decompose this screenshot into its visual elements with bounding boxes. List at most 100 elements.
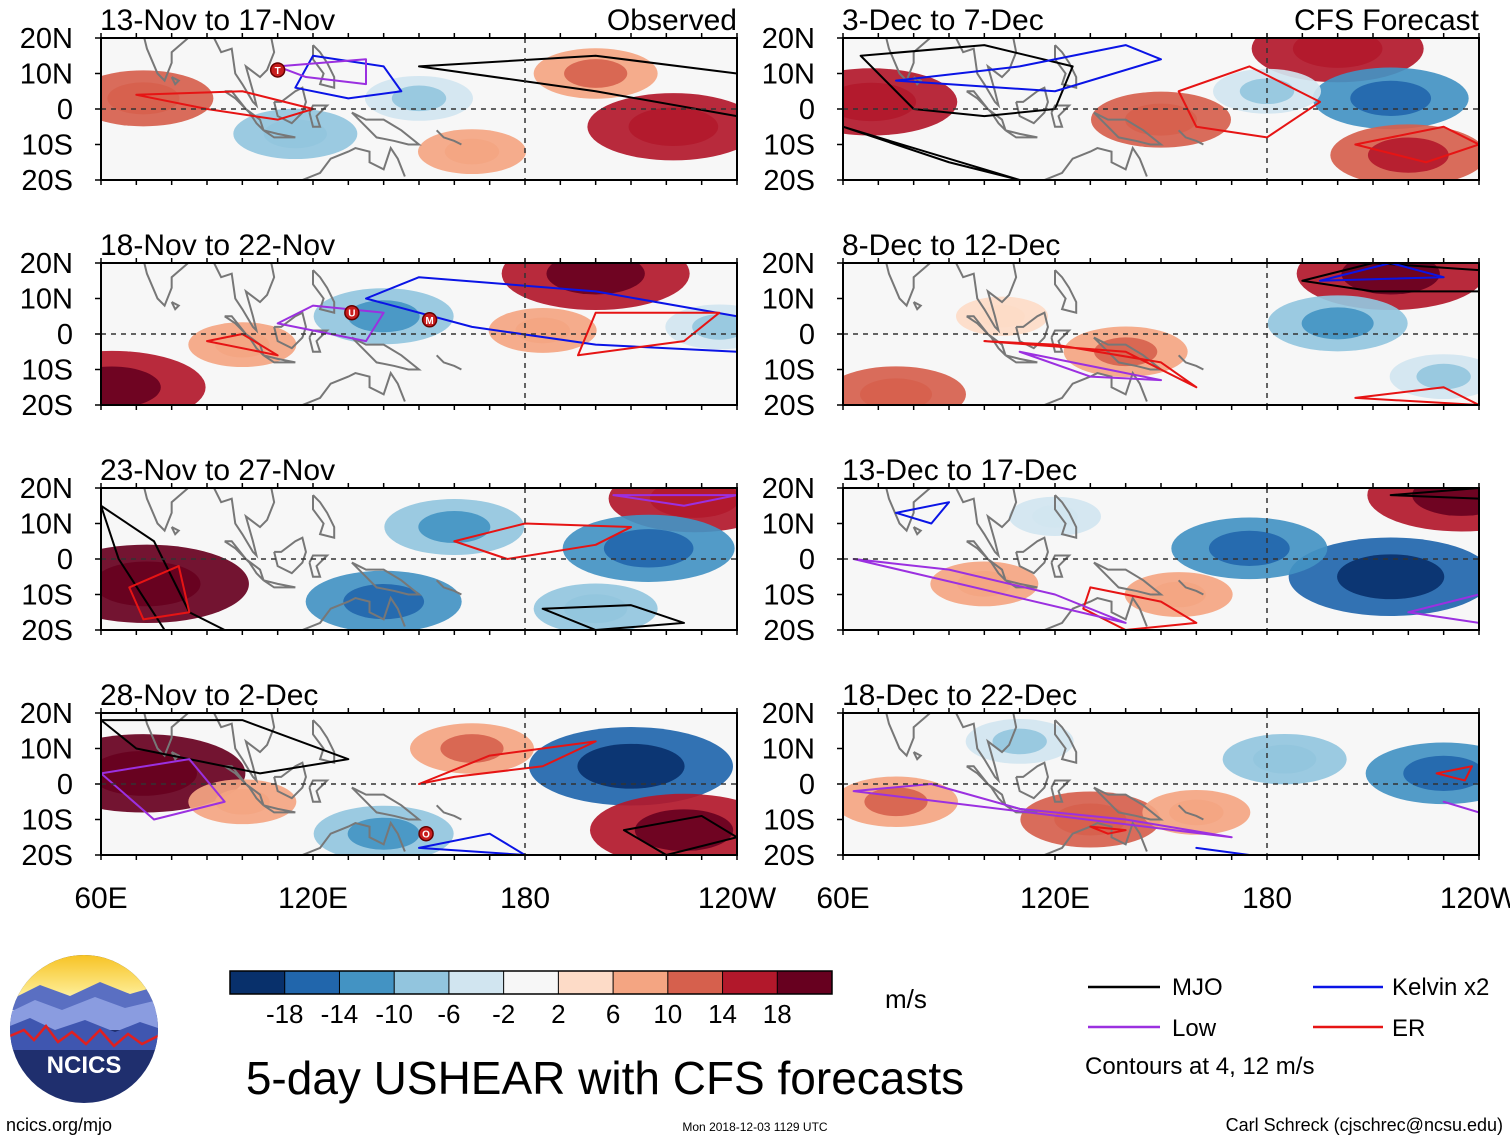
anomaly-core [263, 119, 327, 149]
storm-marker: U [344, 304, 360, 321]
footer-timestamp: Mon 2018-12-03 1129 UTC [682, 1120, 828, 1134]
anomaly-core [1412, 488, 1479, 516]
y-tick-label: 20N [762, 473, 815, 505]
coastline [1214, 179, 1216, 180]
storm-letter: U [348, 309, 355, 320]
wave-contour [418, 832, 526, 855]
coastline [1004, 129, 1038, 139]
coastline [1177, 579, 1204, 596]
anomaly-core [1125, 103, 1197, 136]
anomaly-core [577, 743, 685, 789]
coastline [351, 336, 422, 371]
wave-contour [101, 758, 226, 821]
anomaly-core [1208, 530, 1290, 566]
coastline [143, 488, 190, 533]
panel-plot-area [843, 263, 1479, 405]
coastline [312, 494, 336, 539]
coastline [435, 354, 462, 371]
y-tick-label: 10S [763, 805, 815, 837]
storm-marker: M [421, 312, 438, 328]
anomaly-core [515, 317, 570, 344]
coastline [143, 713, 190, 758]
y-tick-label: 20S [21, 840, 73, 872]
anomaly-core [444, 138, 500, 165]
wave-contour [1301, 263, 1479, 293]
wave-contour [206, 333, 279, 357]
wave-contour [895, 501, 950, 525]
y-tick-label: 10N [762, 509, 815, 541]
y-tick-label: 20S [763, 615, 815, 647]
coastline [143, 263, 190, 308]
anomaly-core [957, 571, 1012, 597]
y-tick-label: 20N [20, 698, 73, 730]
coastline [1093, 561, 1164, 596]
wave-contour [1082, 586, 1198, 630]
coastline [1004, 354, 1038, 364]
coastline [273, 761, 307, 800]
coastline [1050, 104, 1072, 128]
coastline [351, 111, 422, 146]
coastline [966, 90, 1007, 132]
coastline [1214, 629, 1216, 630]
coastline [170, 76, 181, 86]
colorbar-swatch [667, 971, 724, 994]
coastline [1042, 370, 1148, 405]
x-tick-label: 120W [1440, 882, 1510, 915]
y-tick-label: 0 [799, 94, 815, 126]
y-tick-label: 10N [762, 284, 815, 316]
y-tick-label: 20S [763, 390, 815, 422]
panel-period: 28-Nov to 2-Dec [100, 679, 318, 712]
coastline [213, 263, 276, 334]
colorbar-tick-label: -14 [321, 999, 359, 1029]
wave-contour [1354, 386, 1479, 405]
wave-contour [453, 522, 632, 560]
coastline [472, 854, 474, 855]
anomaly-core [546, 263, 645, 295]
coastline [170, 301, 181, 311]
coastline [213, 38, 276, 109]
coastline [1093, 336, 1164, 371]
coastline [308, 779, 330, 803]
colorbar-tick-label: 10 [653, 999, 682, 1029]
colorbar-swatch [230, 971, 286, 994]
coastline [912, 301, 923, 311]
panel-period: 8-Dec to 12-Dec [842, 229, 1060, 262]
colorbar-swatch [777, 971, 833, 994]
anomaly-core [860, 378, 932, 405]
wave-contour [1089, 825, 1127, 835]
y-tick-label: 20S [21, 390, 73, 422]
coastline [955, 263, 1018, 334]
storm-letter: T [275, 66, 281, 77]
storm-marker: O [418, 825, 434, 842]
wave-contour [294, 54, 403, 100]
coastline [1177, 129, 1204, 146]
coastline [1177, 354, 1204, 371]
y-tick-label: 10N [20, 59, 73, 91]
colorbar-tick-label: -10 [375, 999, 413, 1029]
wave-contour [365, 276, 737, 353]
y-tick-label: 10S [21, 805, 73, 837]
coastline [300, 145, 406, 180]
panel-plot-area [101, 488, 737, 630]
colorbar-tick-label: -18 [266, 999, 304, 1029]
wave-contour [852, 783, 1233, 839]
line-legend: MJO Kelvin x2 Low ER Contours at 4, 12 m… [1085, 974, 1489, 1080]
wave-contour [1407, 593, 1479, 624]
wave-contour [1177, 65, 1321, 139]
y-tick-label: 20N [20, 473, 73, 505]
y-tick-label: 20N [762, 698, 815, 730]
wave-contour [612, 494, 737, 507]
colorbar-swatch [503, 971, 559, 994]
coastline [1054, 269, 1078, 314]
y-tick-label: 10N [20, 509, 73, 541]
coastline [1042, 595, 1148, 630]
x-tick-label: 180 [1242, 882, 1292, 915]
panel-plot-area: UM [101, 263, 737, 405]
coastline [262, 129, 296, 139]
colorbar-frame [229, 970, 833, 995]
wave-contour [418, 740, 597, 785]
coastline [262, 579, 296, 589]
